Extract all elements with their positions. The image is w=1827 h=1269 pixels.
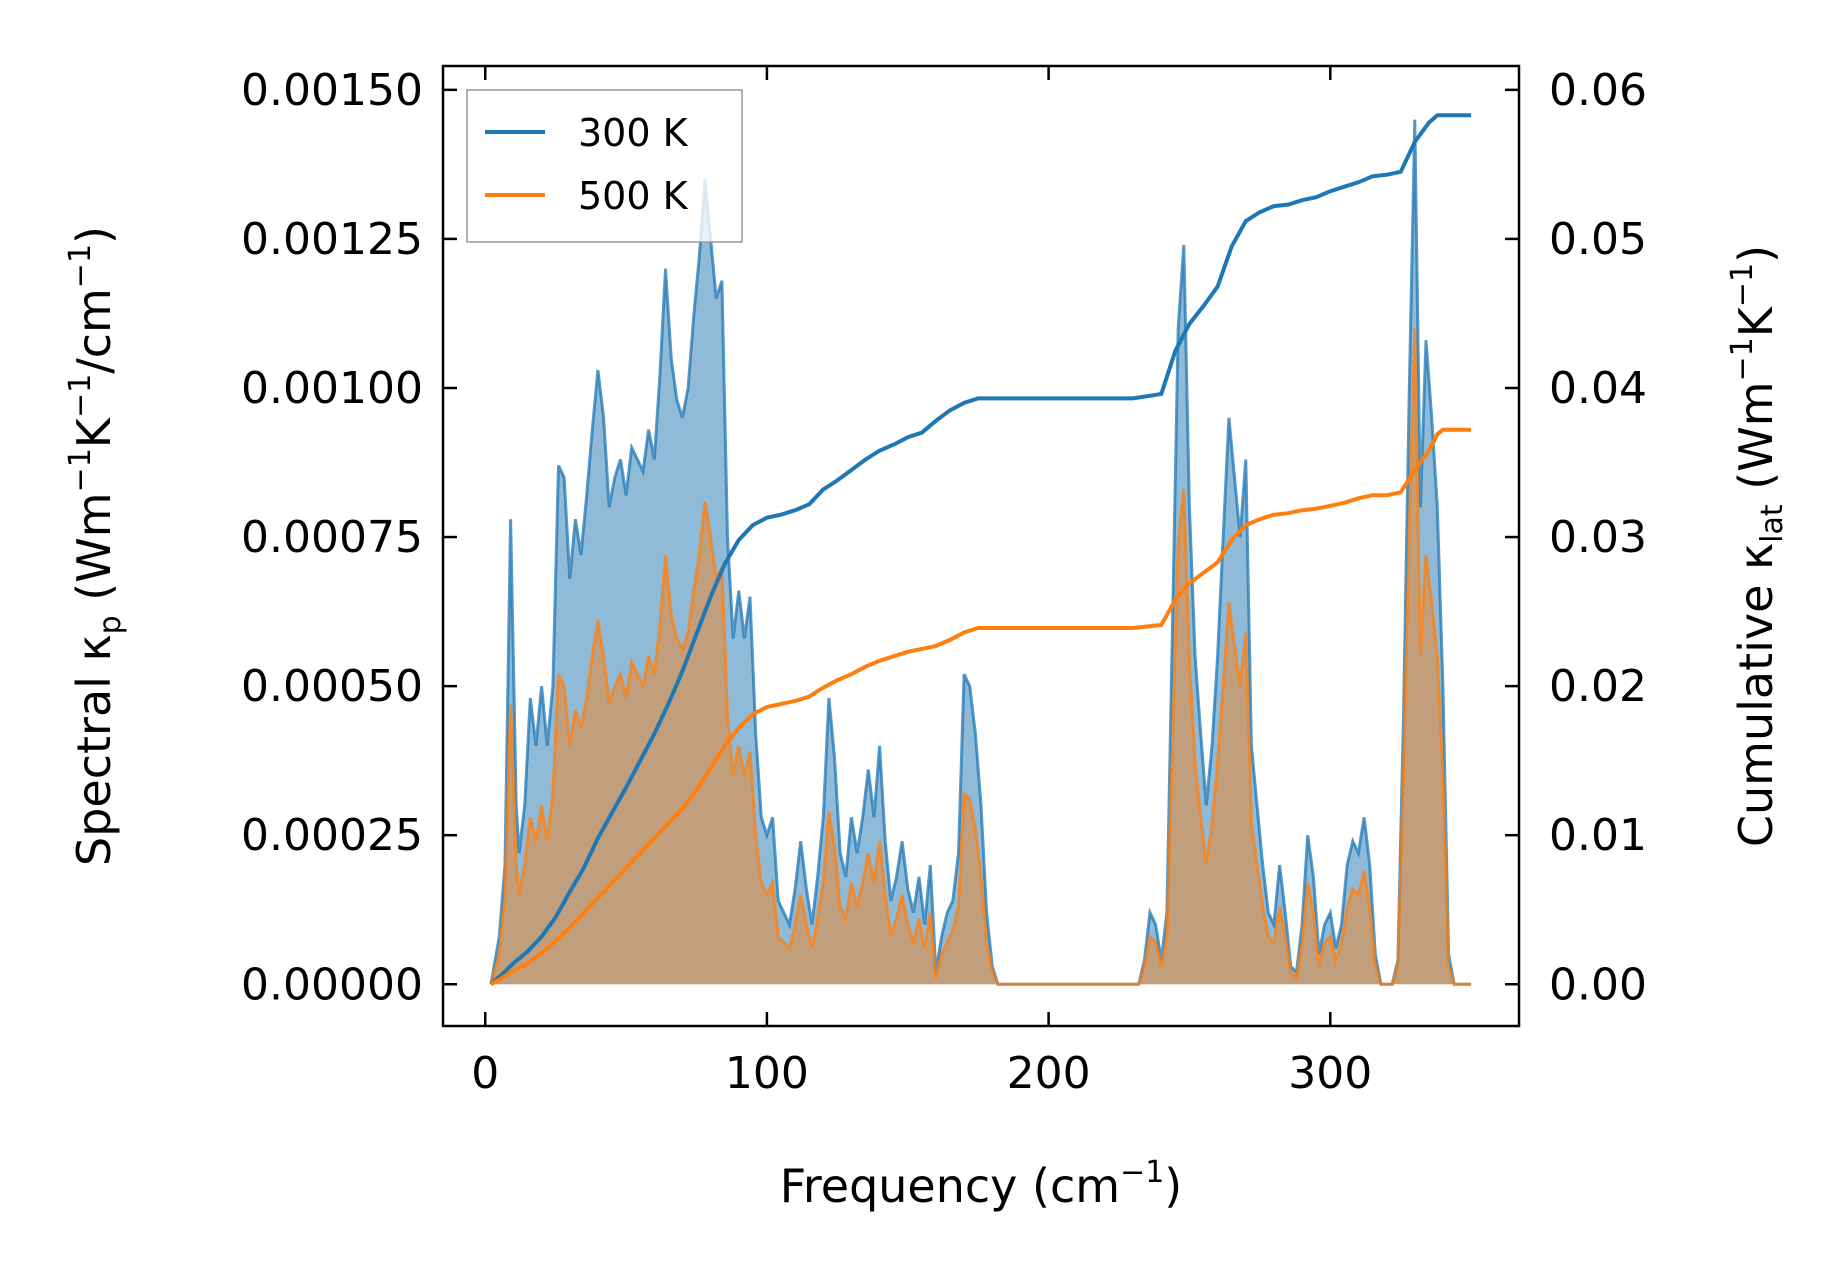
y-left-tick-label: 0.00000 — [241, 959, 423, 1010]
y-right-tick-label: 0.04 — [1549, 363, 1647, 414]
cumulative-line-500k — [489, 427, 1472, 987]
x-axis-title: Frequency (cm−1) — [780, 1155, 1183, 1213]
x-tick-label: 0 — [471, 1048, 499, 1099]
x-tick-label: 100 — [725, 1048, 809, 1099]
y-right-tick-label: 0.01 — [1549, 810, 1647, 861]
legend-label-300k: 300 K — [578, 111, 689, 155]
legend-label-500k: 500 K — [578, 174, 689, 218]
y-left-tick-label: 0.00100 — [241, 363, 423, 414]
cumulative-lines — [489, 113, 1472, 987]
plot-frame — [441, 64, 1521, 1028]
legend: 300 K 500 K — [466, 89, 743, 243]
y-right-tick-label: 0.05 — [1549, 214, 1647, 265]
y-right-tick-label: 0.02 — [1549, 661, 1647, 712]
y-right-axis-ticks: 0.00 0.01 0.02 0.03 0.04 0.05 0.06 — [1505, 65, 1647, 1010]
x-tick-label: 200 — [1007, 1048, 1091, 1099]
y-left-tick-label: 0.00150 — [241, 65, 423, 116]
spectral-line-300k — [489, 119, 1472, 986]
y-right-axis-title: Cumulative κlat (Wm−1K−1) — [1725, 245, 1790, 847]
y-right-tick-label: 0.00 — [1549, 959, 1647, 1010]
spectral-lines — [489, 119, 1472, 986]
y-right-tick-label: 0.03 — [1549, 512, 1647, 563]
legend-box — [466, 89, 743, 243]
y-left-tick-label: 0.00050 — [241, 661, 423, 712]
spectral-line-500k — [489, 328, 1472, 986]
y-left-axis-title: Spectral κp (Wm−1K−1/cm−1) — [63, 226, 128, 866]
cumulative-line-300k — [489, 113, 1472, 986]
spectral-area-500k — [490, 328, 1472, 985]
y-right-tick-label: 0.06 — [1549, 65, 1647, 116]
x-tick-label: 300 — [1288, 1048, 1372, 1099]
y-left-tick-label: 0.00075 — [241, 512, 423, 563]
y-left-tick-label: 0.00025 — [241, 810, 423, 861]
x-axis-ticks: 0 100 200 300 — [471, 66, 1372, 1099]
y-left-tick-label: 0.00125 — [241, 214, 423, 265]
y-left-axis-ticks: 0.00000 0.00025 0.00050 0.00075 0.00100 0.001… — [241, 65, 457, 1010]
